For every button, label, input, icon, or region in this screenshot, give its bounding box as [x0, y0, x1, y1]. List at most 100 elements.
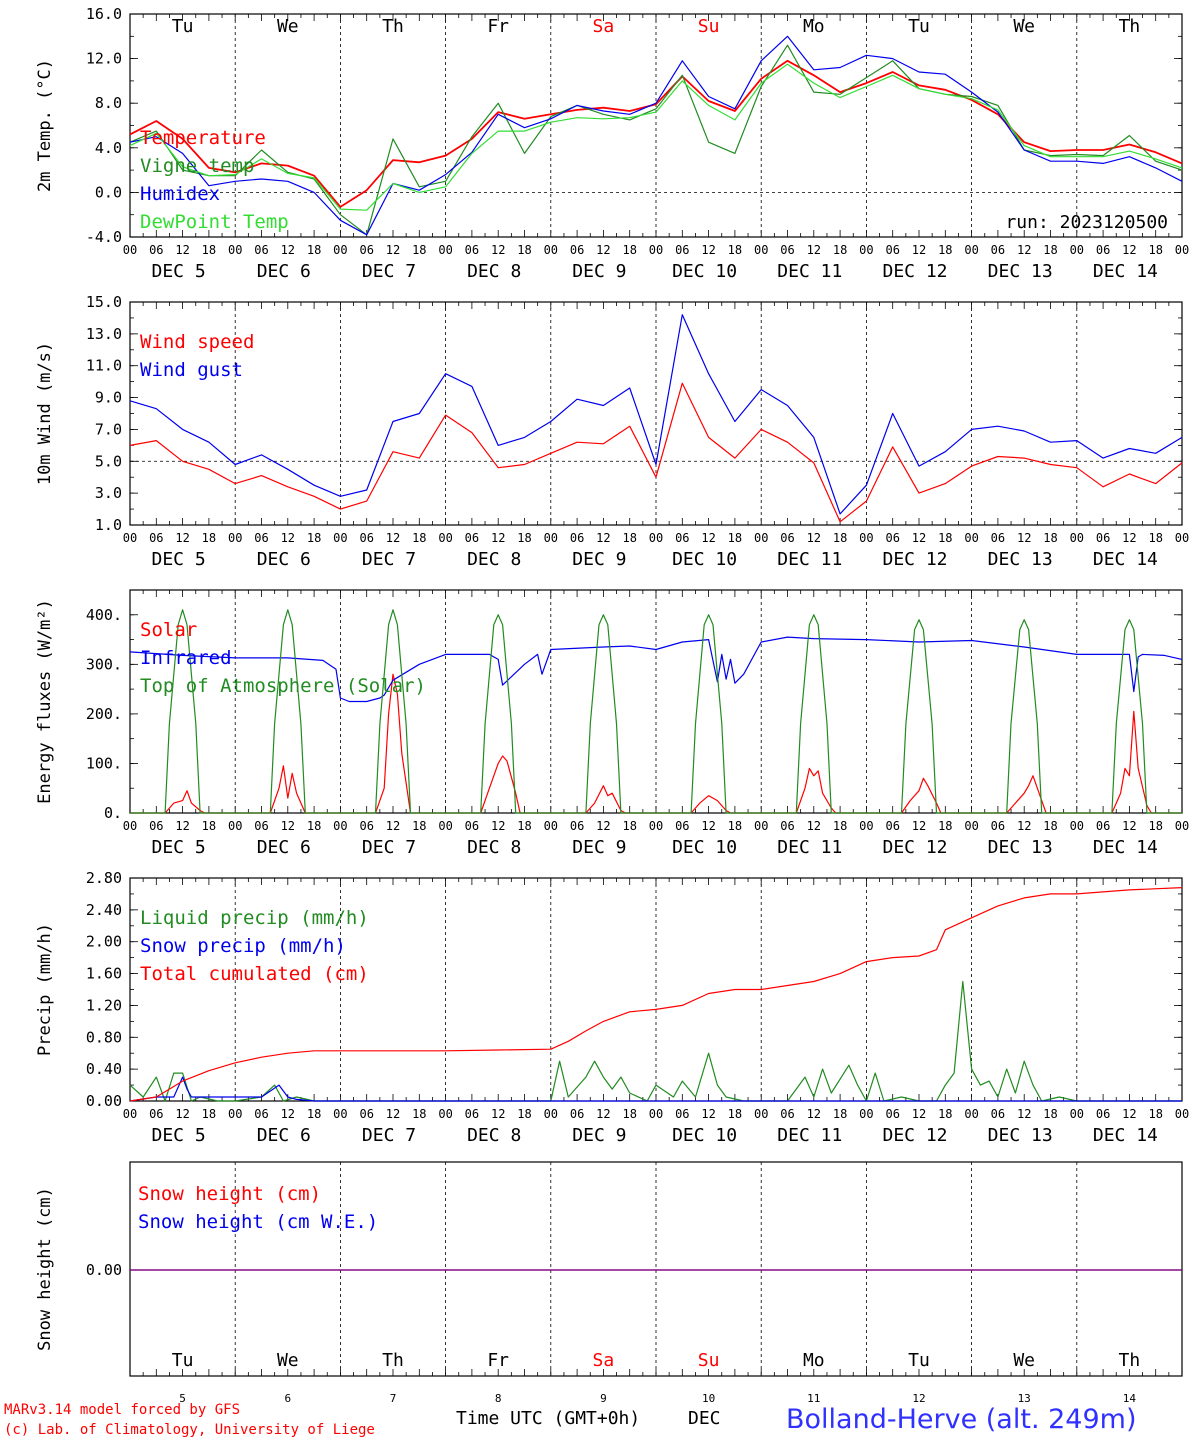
y-tick-label: 0.00: [86, 1092, 122, 1110]
series-line-infrared: [129, 636, 1183, 703]
date-label: DEC 8: [467, 549, 521, 570]
hour-tick-label: 00: [1070, 531, 1084, 545]
y-tick-label: 1.20: [86, 996, 122, 1014]
hour-tick-label: 00: [1175, 1107, 1189, 1121]
y-tick-label: 13.0: [86, 325, 122, 343]
hour-tick-label: 12: [281, 243, 295, 257]
hour-tick-label: 12: [596, 1107, 610, 1121]
y-tick-label: 7.0: [95, 420, 122, 438]
day-name-label: Tu: [172, 1350, 194, 1371]
hour-tick-label: 18: [938, 531, 952, 545]
hour-tick-label: 00: [649, 243, 663, 257]
hour-tick-label: 06: [359, 1107, 373, 1121]
hour-tick-label: 00: [649, 531, 663, 545]
hour-tick-label: 06: [149, 531, 163, 545]
hour-tick-label: 00: [123, 243, 137, 257]
y-tick-label: 9.0: [95, 389, 122, 407]
hour-tick-label: 06: [570, 819, 584, 833]
hour-tick-label: 00: [333, 243, 347, 257]
day-name-label: Th: [382, 1350, 404, 1371]
hour-tick-label: 12: [491, 531, 505, 545]
hour-tick-label: 12: [281, 1107, 295, 1121]
hour-tick-label: 00: [649, 819, 663, 833]
hour-tick-label: 12: [912, 1107, 926, 1121]
hour-tick-label: 00: [964, 819, 978, 833]
day-name-label: Mo: [803, 16, 825, 37]
day-number-label: 14: [1123, 1392, 1137, 1405]
hour-tick-label: 18: [517, 819, 531, 833]
hour-tick-label: 00: [964, 1107, 978, 1121]
hour-tick-label: 12: [596, 819, 610, 833]
hour-tick-label: 06: [780, 243, 794, 257]
date-label: DEC 11: [777, 549, 842, 570]
y-tick-label: 8.0: [95, 94, 122, 112]
hour-tick-label: 18: [517, 531, 531, 545]
date-label: DEC 12: [882, 549, 947, 570]
hour-tick-label: 00: [123, 531, 137, 545]
date-label: DEC 6: [257, 261, 311, 282]
hour-tick-label: 06: [1096, 819, 1110, 833]
date-label: DEC 13: [988, 837, 1053, 858]
date-label: DEC 9: [572, 261, 626, 282]
hour-tick-label: 00: [649, 1107, 663, 1121]
hour-tick-label: 12: [701, 1107, 715, 1121]
date-label: DEC 13: [988, 549, 1053, 570]
legend-entry: Total cumulated (cm): [140, 963, 369, 985]
y-tick-label: 16.0: [86, 5, 122, 23]
hour-tick-label: 18: [307, 1107, 321, 1121]
day-name-label: Fr: [487, 1350, 509, 1371]
plot-frame: [129, 301, 1183, 526]
hour-tick-label: 12: [175, 1107, 189, 1121]
hour-tick-label: 12: [386, 1107, 400, 1121]
legend-entry: Temperature: [140, 127, 266, 149]
hour-tick-label: 12: [701, 819, 715, 833]
hour-tick-label: 00: [1175, 531, 1189, 545]
hour-tick-label: 00: [123, 1107, 137, 1121]
legend-entry: Snow height (cm): [138, 1183, 321, 1205]
day-number-label: 13: [1018, 1392, 1031, 1405]
hour-tick-label: 06: [465, 1107, 479, 1121]
series-line-snow-precip-mm-h-: [129, 1076, 1182, 1102]
day-number-label: 12: [912, 1392, 925, 1405]
hour-tick-label: 18: [1043, 1107, 1057, 1121]
y-axis-label: 2m Temp. (°C): [35, 59, 55, 192]
legend-entry: Liquid precip (mm/h): [140, 907, 369, 929]
panel-3: 0. 100. 200. 300. 400. Energy fluxes (W/m²) 00…: [35, 589, 1189, 858]
date-label: DEC 5: [152, 837, 206, 858]
date-label: DEC 7: [362, 549, 416, 570]
date-label: DEC 6: [257, 549, 311, 570]
hour-tick-label: 18: [938, 243, 952, 257]
date-label: DEC 5: [152, 261, 206, 282]
legend-entry: Snow height (cm W.E.): [138, 1211, 378, 1233]
plot-frame: [129, 13, 1183, 238]
hour-tick-label: 18: [307, 819, 321, 833]
hour-tick-label: 12: [491, 243, 505, 257]
date-label: DEC 10: [672, 837, 737, 858]
date-label: DEC 14: [1093, 261, 1158, 282]
panel-1: -4.0 0.0 4.0 8.0 12.0 16.0 2m Temp. (°C) Tu We Th…: [35, 5, 1189, 282]
hour-tick-label: 00: [544, 1107, 558, 1121]
date-label: DEC 9: [572, 549, 626, 570]
day-name-label: Su: [698, 1350, 720, 1371]
y-tick-label: 0.: [104, 804, 122, 822]
series-line-humidex: [129, 35, 1183, 236]
y-tick-label: 1.60: [86, 965, 122, 983]
hour-tick-label: 18: [938, 819, 952, 833]
hour-tick-label: 18: [728, 531, 742, 545]
hour-tick-label: 12: [1017, 819, 1031, 833]
date-label: DEC 11: [777, 261, 842, 282]
footer-month: DEC: [688, 1408, 721, 1429]
hour-tick-label: 06: [675, 531, 689, 545]
hour-tick-label: 12: [596, 243, 610, 257]
hour-tick-label: 18: [622, 531, 636, 545]
day-number-label: 7: [390, 1392, 397, 1405]
day-name-label: Th: [382, 16, 404, 37]
date-label: DEC 11: [777, 837, 842, 858]
hour-tick-label: 12: [912, 531, 926, 545]
hour-tick-label: 06: [885, 819, 899, 833]
y-axis-label: 10m Wind (m/s): [35, 342, 55, 485]
date-label: DEC 8: [467, 261, 521, 282]
hour-tick-label: 00: [438, 819, 452, 833]
day-name-label: Tu: [172, 16, 194, 37]
hour-tick-label: 00: [859, 819, 873, 833]
